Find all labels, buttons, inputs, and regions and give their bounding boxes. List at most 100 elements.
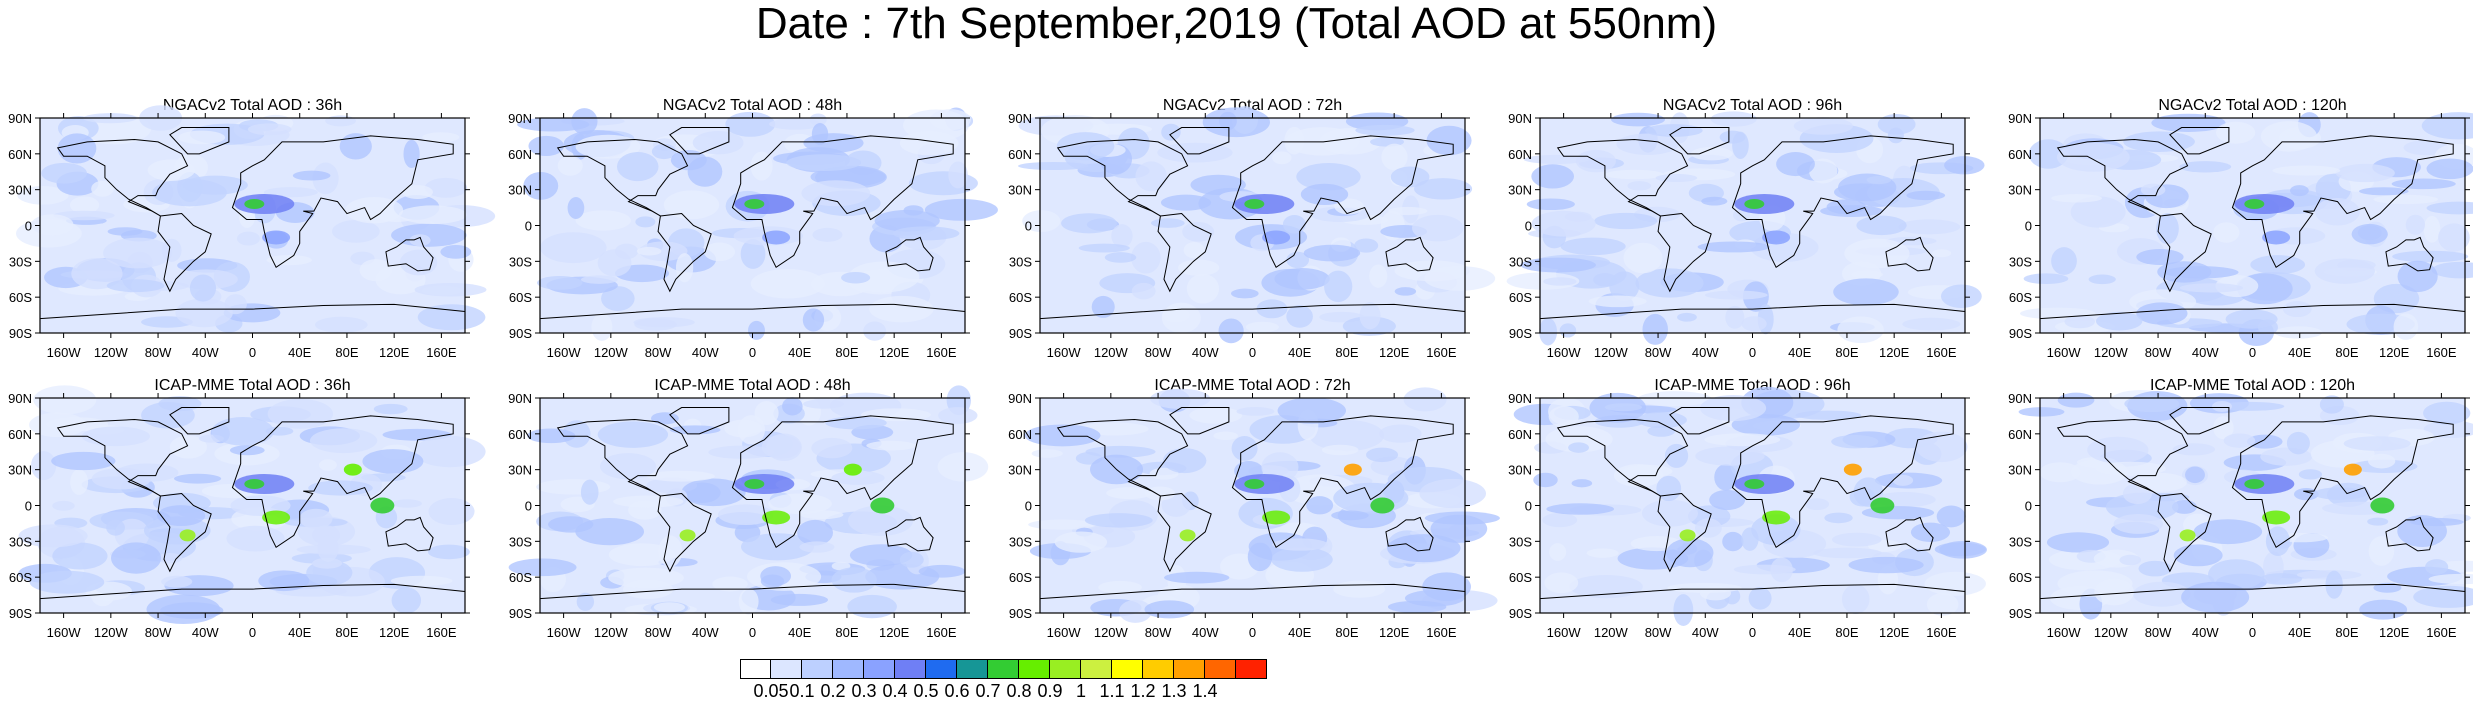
aod-patch (2171, 500, 2197, 514)
coastline-australia (885, 516, 934, 552)
lat-tick-label: 0 (25, 499, 32, 514)
aod-patch (1832, 532, 1882, 547)
aod-patch (1690, 147, 1733, 161)
aod-patch (1331, 510, 1369, 521)
aod-patch (1936, 505, 1966, 528)
panel-title: NGACv2 Total AOD : 36h (163, 97, 342, 114)
lon-tick-label: 120W (2094, 625, 2129, 640)
map-panel: NGACv2 Total AOD : 36h 90N 60N 30N 0 30S 60S 90… (8, 97, 496, 360)
aod-patch (1609, 271, 1640, 301)
aod-patch (2397, 260, 2438, 293)
aod-patch (424, 177, 468, 198)
colorbar-swatch (895, 659, 926, 679)
aod-patch (562, 420, 591, 448)
colorbar-label: 0.8 (1006, 681, 1032, 701)
aod-patch (1390, 166, 1430, 188)
aod-patch (1673, 594, 1694, 626)
aod-patch (2223, 433, 2256, 448)
aod-patch (2173, 544, 2223, 567)
lon-tick-label: 80E (2335, 625, 2358, 640)
aod-patch (1697, 241, 1771, 253)
coastline-northAmerica (1056, 418, 1189, 497)
aod-patch (2368, 453, 2396, 469)
aod-patch (1031, 449, 1063, 458)
aod-patch (29, 412, 87, 438)
coastline-southAmerica (157, 213, 212, 293)
map-panels: NGACv2 Total AOD : 36h 90N 60N 30N 0 30S 60S 90… (8, 97, 2473, 640)
aod-high-region (179, 529, 196, 542)
lon-tick-label: 40E (2288, 625, 2311, 640)
aod-patch (325, 115, 356, 127)
aod-patch (2023, 273, 2069, 285)
aod-patch (899, 131, 959, 156)
lon-tick-label: 40W (1692, 625, 1719, 640)
lon-tick-label: 120W (1094, 625, 1129, 640)
aod-patch (750, 151, 773, 181)
colorbar-swatch (740, 659, 771, 679)
aod-patch (2134, 472, 2187, 492)
aod-patch (750, 269, 825, 299)
aod-patch (1887, 127, 1904, 144)
aod-patch (2359, 599, 2408, 620)
aod-patch (69, 196, 100, 214)
aod-patch (874, 209, 940, 232)
aod-patch (608, 567, 684, 588)
lon-tick-label: 40E (1788, 345, 1811, 360)
aod-patch (1804, 498, 1830, 511)
aod-patch (2156, 213, 2179, 245)
aod-patch (2314, 258, 2375, 284)
lon-tick-label: 120W (594, 345, 629, 360)
aod-patch (2070, 196, 2126, 228)
aod-patch (675, 253, 694, 283)
aod-patch (2259, 573, 2303, 585)
lat-tick-label: 60N (1008, 427, 1032, 442)
colorbar-label: 0.2 (820, 681, 846, 701)
aod-patch (2181, 581, 2250, 613)
aod-patch (528, 135, 564, 157)
coastline-australia (2385, 516, 2434, 552)
aod-high-region (2343, 463, 2362, 476)
lat-tick-label: 90S (1009, 606, 1032, 621)
colorbar (740, 659, 1267, 679)
aod-patch (2319, 395, 2344, 414)
lon-tick-label: 160E (2426, 625, 2457, 640)
aod-patch (318, 459, 337, 471)
aod-patch (2325, 570, 2343, 599)
coastline-antarctica (2039, 303, 2466, 320)
aod-patch (1394, 260, 1470, 282)
panel-title: ICAP-MME Total AOD : 96h (1654, 377, 1850, 394)
lat-tick-label: 0 (1025, 219, 1032, 234)
aod-high-region (1762, 510, 1791, 525)
aod-patch (1533, 472, 1558, 488)
aod-patch (848, 261, 920, 293)
aod-patch (1569, 575, 1643, 599)
colorbar-swatch (1112, 659, 1143, 679)
aod-patch (31, 214, 74, 236)
coastline-australia (1385, 236, 1434, 272)
coastline-australia (2385, 236, 2434, 272)
aod-patch (1144, 600, 1195, 619)
aod-patch (422, 132, 460, 143)
aod-patch (580, 479, 599, 505)
aod-patch (738, 588, 759, 615)
aod-patch (1677, 312, 1697, 322)
aod-patch (1231, 436, 1258, 461)
lat-tick-label: 30N (1508, 183, 1532, 198)
aod-patch (2185, 466, 2205, 484)
lon-tick-label: 120W (1094, 345, 1129, 360)
aod-patch (2208, 559, 2265, 590)
lat-tick-label: 60S (509, 290, 532, 305)
aod-patch (1387, 600, 1447, 614)
aod-patch (1776, 152, 1815, 177)
lon-tick-label: 160W (547, 345, 582, 360)
lat-tick-label: 30N (8, 183, 32, 198)
coastline-northAmerica (2056, 418, 2189, 497)
coastline-australia (1885, 516, 1934, 552)
coastline-southAmerica (657, 493, 712, 573)
aod-patch (811, 123, 829, 145)
coastline-northAmerica (1056, 138, 1189, 217)
aod-patch (33, 385, 97, 415)
lat-tick-label: 90N (8, 111, 32, 126)
coastline-greenland (1169, 127, 1230, 155)
coastline-northAmerica (56, 138, 189, 217)
